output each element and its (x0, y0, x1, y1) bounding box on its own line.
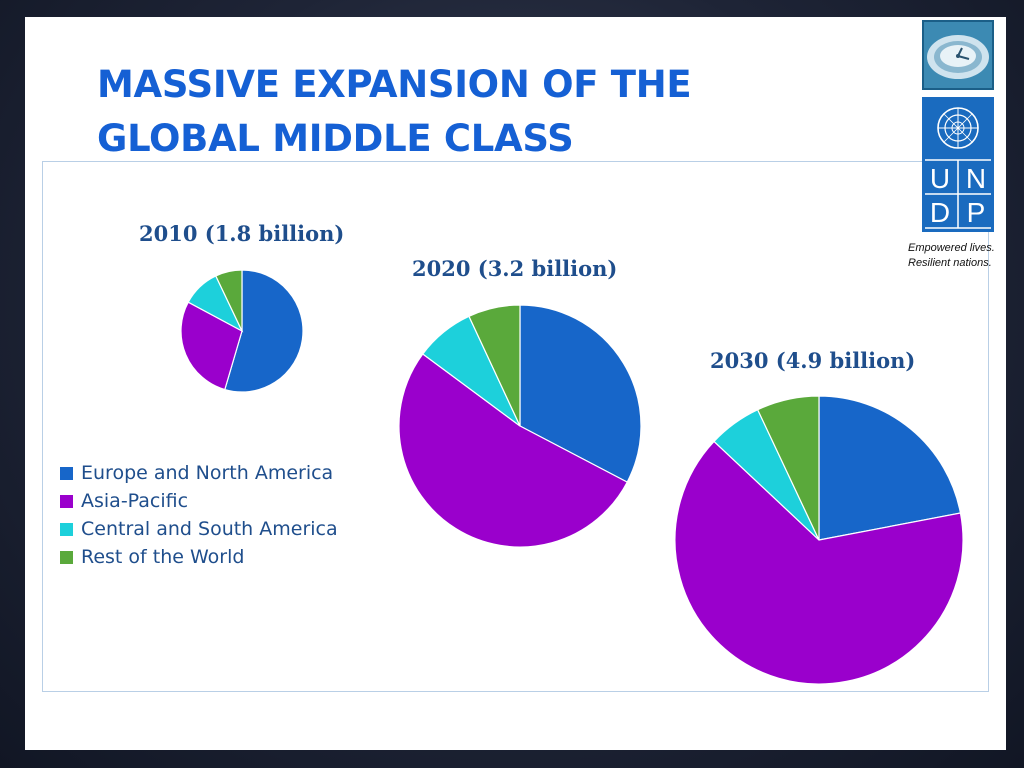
logo-letter-u: U (930, 163, 950, 194)
pie-slice-europe-north-america (818, 395, 962, 541)
legend-swatch (60, 550, 73, 564)
slide-title: MASSIVE EXPANSION OF THE GLOBAL MIDDLE C… (97, 58, 857, 166)
legend-label: Europe and North America (81, 462, 334, 484)
pie-slice-rest-of-world (468, 304, 521, 427)
globe-clock-icon (922, 20, 994, 90)
legend-label: Asia-Pacific (81, 490, 189, 512)
pie-title-2020: 2020 (3.2 billion) (412, 256, 618, 281)
logo-letter-p: P (967, 197, 986, 228)
chart-frame (42, 161, 989, 692)
tagline-line-1: Empowered lives. (908, 242, 995, 254)
pie-title-2010: 2010 (1.8 billion) (139, 221, 345, 246)
pie-slice-asia-pacific (674, 440, 964, 685)
title-line-1: MASSIVE EXPANSION OF THE (97, 63, 692, 106)
legend-swatch (60, 522, 73, 536)
logo-letter-d: D (930, 197, 950, 228)
tagline-line-2: Resilient nations. (908, 257, 992, 269)
legend-label: Rest of the World (81, 546, 245, 568)
pie-slice-rest-of-world (756, 395, 820, 541)
un-emblem-icon (922, 97, 994, 232)
legend-label: Central and South America (81, 518, 338, 540)
legend-item-asia-pacific: Asia-Pacific (60, 487, 338, 515)
logo-letter-n: N (966, 163, 986, 194)
pie-slice-asia-pacific (398, 353, 629, 548)
pie-chart-2 (398, 304, 642, 548)
undp-tagline: Empowered lives. Resilient nations. (908, 241, 1008, 271)
title-line-2: GLOBAL MIDDLE CLASS (97, 117, 574, 160)
pie-slice-europe-north-america (519, 304, 642, 483)
legend-item-central-south-america: Central and South America (60, 515, 338, 543)
legend-item-rest-of-world: Rest of the World (60, 543, 338, 571)
undp-logo: U N D P (922, 20, 994, 237)
chart-legend: Europe and North America Asia-Pacific Ce… (60, 459, 338, 571)
pie-slice-asia-pacific (180, 301, 243, 391)
pie-chart-3 (674, 395, 964, 685)
legend-swatch (60, 494, 73, 508)
pie-slice-rest-of-world (214, 269, 243, 332)
pie-title-2030: 2030 (4.9 billion) (710, 348, 916, 373)
legend-swatch (60, 466, 73, 480)
pie-chart-1 (180, 269, 304, 393)
pie-slice-europe-north-america (224, 269, 304, 393)
legend-item-europe-north-america: Europe and North America (60, 459, 338, 487)
